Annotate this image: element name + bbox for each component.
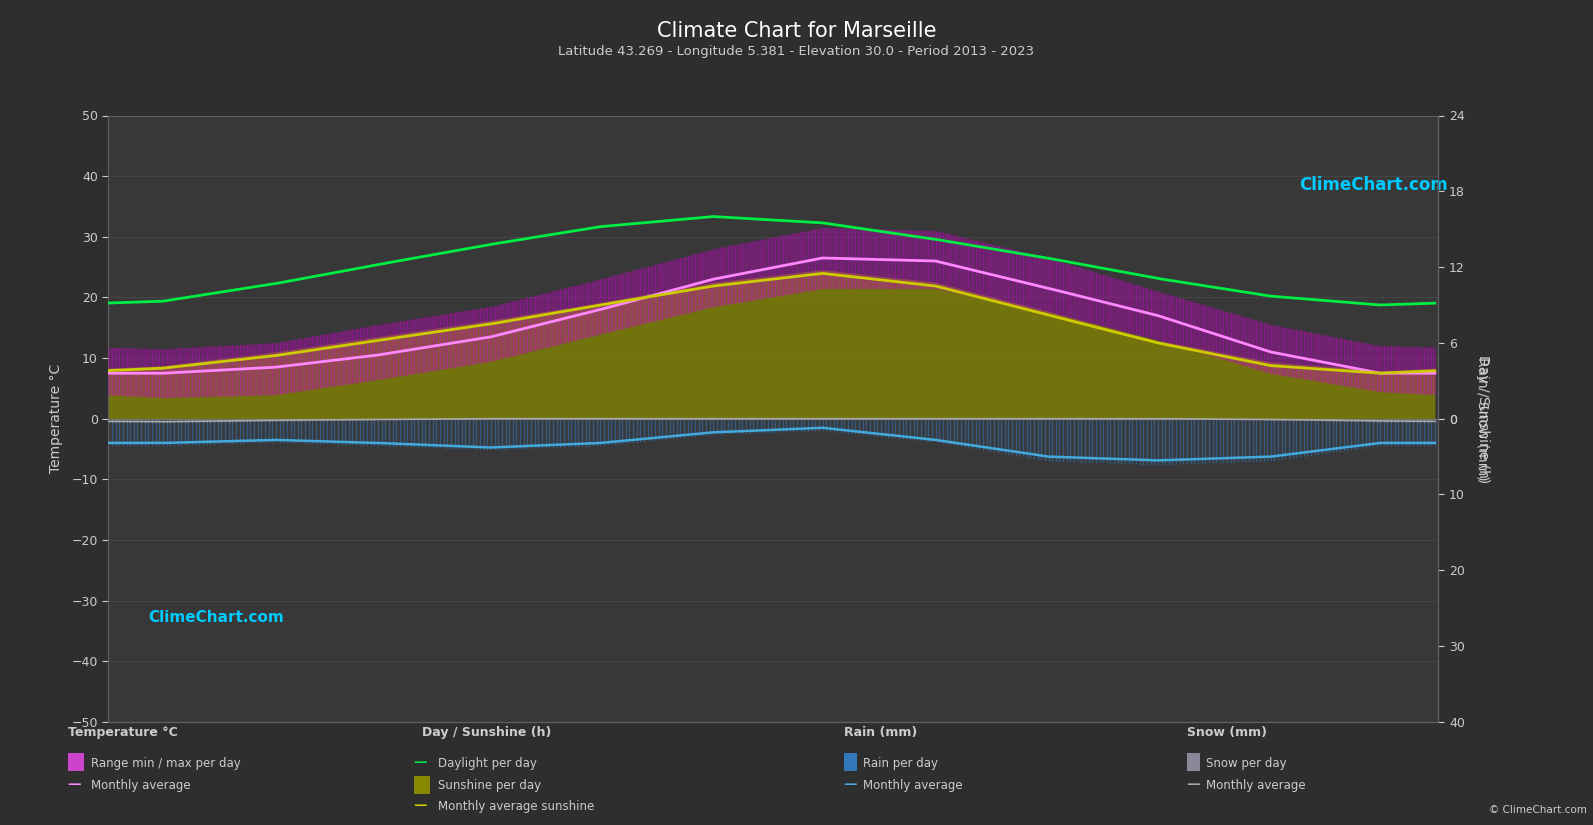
- Text: ClimeChart.com: ClimeChart.com: [148, 610, 284, 625]
- Text: ─: ─: [414, 753, 425, 773]
- Text: Daylight per day: Daylight per day: [438, 757, 537, 770]
- Text: Monthly average sunshine: Monthly average sunshine: [438, 800, 594, 813]
- Text: ClimeChart.com: ClimeChart.com: [1298, 176, 1448, 194]
- Text: Temperature °C: Temperature °C: [68, 726, 178, 739]
- Text: Monthly average: Monthly average: [1206, 779, 1306, 792]
- Text: © ClimeChart.com: © ClimeChart.com: [1489, 805, 1587, 815]
- Text: ─: ─: [1187, 776, 1198, 795]
- Text: Climate Chart for Marseille: Climate Chart for Marseille: [656, 21, 937, 40]
- Text: Day / Sunshine (h): Day / Sunshine (h): [422, 726, 551, 739]
- Text: Monthly average: Monthly average: [91, 779, 191, 792]
- Text: ─: ─: [68, 776, 80, 795]
- Y-axis label: Temperature °C: Temperature °C: [49, 364, 64, 474]
- Text: Sunshine per day: Sunshine per day: [438, 779, 542, 792]
- Text: Range min / max per day: Range min / max per day: [91, 757, 241, 770]
- Text: Snow (mm): Snow (mm): [1187, 726, 1266, 739]
- Y-axis label: Rain / Snow (mm): Rain / Snow (mm): [1475, 357, 1489, 480]
- Text: ─: ─: [844, 776, 855, 795]
- Text: Snow per day: Snow per day: [1206, 757, 1287, 770]
- Text: Rain (mm): Rain (mm): [844, 726, 918, 739]
- Text: Rain per day: Rain per day: [863, 757, 938, 770]
- Y-axis label: Day / Sunshine (h): Day / Sunshine (h): [1475, 355, 1489, 483]
- Text: Latitude 43.269 - Longitude 5.381 - Elevation 30.0 - Period 2013 - 2023: Latitude 43.269 - Longitude 5.381 - Elev…: [559, 45, 1034, 59]
- Text: Monthly average: Monthly average: [863, 779, 964, 792]
- Text: ─: ─: [414, 797, 425, 817]
